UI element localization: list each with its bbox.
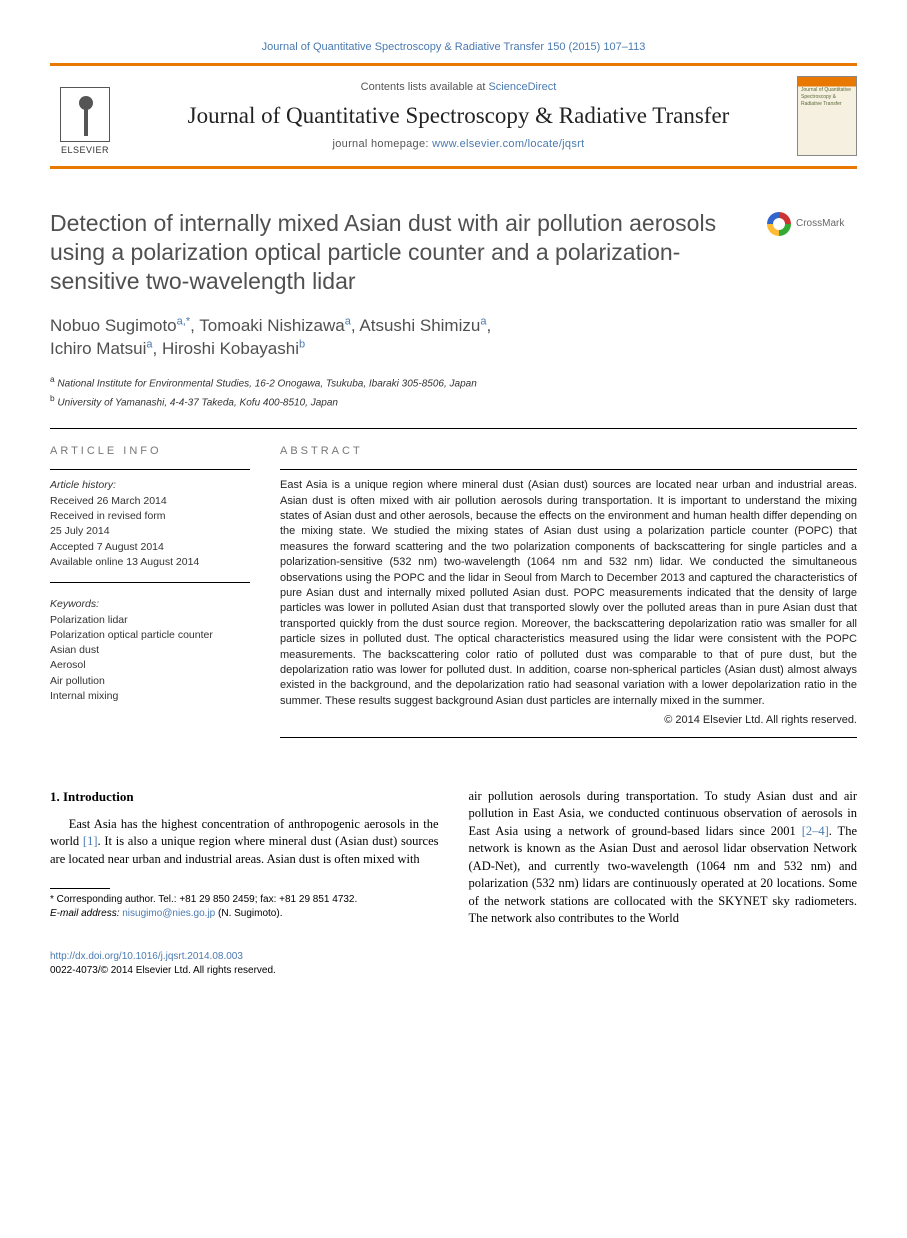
crossmark-label: CrossMark xyxy=(796,217,844,231)
affil-link[interactable]: a, xyxy=(177,315,186,327)
journal-cover-thumbnail[interactable]: Journal of Quantitative Spectroscopy & R… xyxy=(797,76,857,156)
keyword: Air pollution xyxy=(50,674,250,689)
masthead: ELSEVIER Contents lists available at Sci… xyxy=(50,63,857,169)
homepage-prefix: journal homepage: xyxy=(333,138,433,150)
affiliation-text: University of Yamanashi, 4-4-37 Takeda, … xyxy=(55,397,338,408)
keyword: Polarization lidar xyxy=(50,613,250,628)
footnote-suffix: (N. Sugimoto). xyxy=(215,908,282,919)
citation-link[interactable]: [1] xyxy=(83,834,98,848)
divider xyxy=(50,469,250,470)
doi-link[interactable]: http://dx.doi.org/10.1016/j.jqsrt.2014.0… xyxy=(50,951,243,962)
author: Hiroshi Kobayashib xyxy=(162,339,305,358)
keyword: Aerosol xyxy=(50,658,250,673)
keyword: Polarization optical particle counter xyxy=(50,628,250,643)
corresponding-footnote: * Corresponding author. Tel.: +81 29 850… xyxy=(50,893,439,921)
authors-list: Nobuo Sugimotoa,*, Tomoaki Nishizawaa, A… xyxy=(50,314,857,362)
homepage-link[interactable]: www.elsevier.com/locate/jqsrt xyxy=(432,138,584,150)
body-text-span: air pollution aerosols during transporta… xyxy=(469,789,858,838)
body-paragraph: air pollution aerosols during transporta… xyxy=(469,788,858,928)
divider xyxy=(280,737,857,738)
affiliation: a National Institute for Environmental S… xyxy=(50,373,857,391)
affil-link[interactable]: a xyxy=(345,315,351,327)
keyword: Internal mixing xyxy=(50,689,250,704)
history-line: Accepted 7 August 2014 xyxy=(50,540,250,555)
contents-prefix: Contents lists available at xyxy=(361,81,489,93)
affiliation: b University of Yamanashi, 4-4-37 Takeda… xyxy=(50,392,857,410)
author-name: Hiroshi Kobayashi xyxy=(162,339,299,358)
footer: http://dx.doi.org/10.1016/j.jqsrt.2014.0… xyxy=(50,950,857,978)
body-text: 1. Introduction East Asia has the highes… xyxy=(50,788,857,928)
article-info: ARTICLE INFO Article history: Received 2… xyxy=(50,444,250,738)
copyright: © 2014 Elsevier Ltd. All rights reserved… xyxy=(280,713,857,728)
journal-reference-link[interactable]: Journal of Quantitative Spectroscopy & R… xyxy=(262,41,646,53)
contents-list: Contents lists available at ScienceDirec… xyxy=(135,80,782,95)
abstract-heading: ABSTRACT xyxy=(280,444,857,459)
elsevier-tree-icon xyxy=(60,87,110,142)
author-affil-sup: b xyxy=(299,339,305,351)
history-label: Article history: xyxy=(50,478,250,493)
elsevier-label: ELSEVIER xyxy=(61,144,109,157)
author: Nobuo Sugimotoa,* xyxy=(50,316,190,335)
author: Ichiro Matsuia xyxy=(50,339,153,358)
affil-link[interactable]: a xyxy=(146,339,152,351)
keyword: Asian dust xyxy=(50,643,250,658)
masthead-center: Contents lists available at ScienceDirec… xyxy=(135,80,782,152)
author-name: Atsushi Shimizu xyxy=(359,316,480,335)
journal-homepage: journal homepage: www.elsevier.com/locat… xyxy=(135,137,782,152)
body-text-span: . It is also a unique region where miner… xyxy=(50,834,438,866)
abstract-text: East Asia is a unique region where miner… xyxy=(280,478,857,709)
author-name: Nobuo Sugimoto xyxy=(50,316,177,335)
affil-link[interactable]: b xyxy=(299,339,305,351)
author: Atsushi Shimizua xyxy=(359,316,486,335)
crossmark-badge[interactable]: CrossMark xyxy=(767,209,857,239)
author-name: Tomoaki Nishizawa xyxy=(199,316,345,335)
email-link[interactable]: nisugimo@nies.go.jp xyxy=(122,908,215,919)
keywords-label: Keywords: xyxy=(50,597,250,612)
corresponding-link[interactable]: * xyxy=(186,315,190,327)
journal-title: Journal of Quantitative Spectroscopy & R… xyxy=(135,102,782,130)
author-affil-sup: a xyxy=(480,315,486,327)
affil-link[interactable]: a xyxy=(480,315,486,327)
sciencedirect-link[interactable]: ScienceDirect xyxy=(488,81,556,93)
author-affil-sup: a xyxy=(345,315,351,327)
email-label: E-mail address: xyxy=(50,908,122,919)
author-affil-sup: a,* xyxy=(177,315,190,327)
author: Tomoaki Nishizawaa xyxy=(199,316,351,335)
history-line: Available online 13 August 2014 xyxy=(50,555,250,570)
elsevier-logo[interactable]: ELSEVIER xyxy=(50,76,120,156)
author-name: Ichiro Matsui xyxy=(50,339,146,358)
section-heading: 1. Introduction xyxy=(50,788,439,806)
divider xyxy=(280,469,857,470)
footnote-separator xyxy=(50,888,110,889)
history-line: Received in revised form xyxy=(50,509,250,524)
footnote-text: * Corresponding author. Tel.: +81 29 850… xyxy=(50,894,357,905)
cover-text: Journal of Quantitative Spectroscopy & R… xyxy=(801,87,853,108)
journal-reference: Journal of Quantitative Spectroscopy & R… xyxy=(50,40,857,55)
crossmark-icon xyxy=(767,212,791,236)
article-title: Detection of internally mixed Asian dust… xyxy=(50,209,747,295)
affiliations: a National Institute for Environmental S… xyxy=(50,373,857,410)
article-info-heading: ARTICLE INFO xyxy=(50,444,250,459)
affiliation-text: National Institute for Environmental Stu… xyxy=(55,379,477,390)
history-line: 25 July 2014 xyxy=(50,524,250,539)
divider xyxy=(50,582,250,583)
divider xyxy=(50,428,857,429)
citation-link[interactable]: [2–4] xyxy=(802,824,829,838)
author-affil-sup: a xyxy=(146,339,152,351)
history-line: Received 26 March 2014 xyxy=(50,494,250,509)
body-paragraph: East Asia has the highest concentration … xyxy=(50,816,439,869)
abstract: ABSTRACT East Asia is a unique region wh… xyxy=(280,444,857,738)
issn-copyright: 0022-4073/© 2014 Elsevier Ltd. All right… xyxy=(50,965,276,976)
body-text-span: . The network is known as the Asian Dust… xyxy=(469,824,858,926)
